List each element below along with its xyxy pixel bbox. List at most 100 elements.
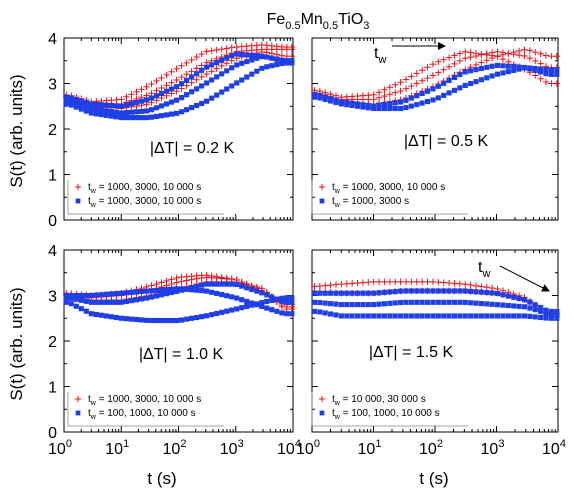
series-3 bbox=[311, 62, 560, 109]
square-marker bbox=[254, 301, 260, 307]
square-marker bbox=[494, 302, 501, 308]
square-marker bbox=[78, 106, 84, 112]
square-marker bbox=[414, 313, 420, 319]
plus-marker bbox=[521, 46, 528, 53]
square-marker bbox=[239, 51, 245, 57]
x-tick-label: 104 bbox=[542, 438, 566, 458]
square-marker bbox=[108, 113, 114, 119]
plus-marker bbox=[338, 280, 345, 288]
plus-marker bbox=[168, 79, 175, 86]
square-marker bbox=[133, 316, 140, 323]
square-marker bbox=[381, 289, 388, 295]
plus-marker bbox=[456, 50, 464, 57]
square-marker bbox=[174, 317, 180, 324]
square-marker bbox=[158, 292, 165, 298]
square-marker bbox=[179, 95, 185, 101]
square-marker bbox=[403, 105, 409, 111]
square-marker bbox=[68, 97, 74, 104]
plus-marker bbox=[173, 65, 180, 72]
square-marker bbox=[424, 288, 431, 294]
plus-marker bbox=[553, 80, 560, 87]
square-marker bbox=[424, 88, 431, 94]
plus-marker bbox=[532, 57, 539, 65]
square-marker bbox=[259, 303, 265, 310]
plus-marker bbox=[148, 80, 155, 88]
plus-marker bbox=[386, 84, 394, 91]
square-marker bbox=[311, 308, 318, 314]
plus-marker bbox=[418, 67, 426, 74]
square-marker bbox=[289, 311, 295, 317]
square-marker bbox=[113, 109, 119, 115]
square-marker bbox=[484, 75, 490, 81]
square-marker bbox=[322, 290, 328, 296]
square-marker bbox=[214, 92, 220, 98]
square-marker bbox=[113, 103, 119, 109]
square-marker bbox=[484, 313, 490, 319]
square-marker bbox=[441, 299, 447, 305]
plus-marker bbox=[228, 57, 235, 64]
square-marker bbox=[554, 315, 560, 321]
square-marker bbox=[68, 292, 74, 299]
square-marker bbox=[387, 105, 393, 112]
square-marker bbox=[224, 86, 230, 92]
plus-marker bbox=[359, 279, 367, 286]
square-marker bbox=[430, 299, 436, 305]
legend-label: tw = 1000, 3000, 10 000 s bbox=[88, 196, 201, 209]
square-marker bbox=[398, 99, 404, 105]
plus-marker bbox=[332, 281, 340, 288]
square-marker bbox=[259, 54, 265, 60]
square-marker bbox=[435, 299, 441, 305]
square-marker bbox=[387, 300, 393, 306]
plus-marker bbox=[462, 48, 469, 55]
square-marker bbox=[403, 299, 409, 305]
square-marker bbox=[505, 63, 511, 69]
square-marker bbox=[538, 66, 544, 72]
square-marker bbox=[392, 300, 398, 306]
square-marker bbox=[184, 77, 190, 83]
square-marker bbox=[392, 100, 398, 106]
square-marker bbox=[500, 302, 506, 308]
square-marker bbox=[108, 299, 114, 305]
square-marker bbox=[322, 96, 328, 103]
square-marker bbox=[349, 302, 355, 308]
square-marker bbox=[478, 289, 484, 295]
square-marker bbox=[204, 80, 210, 86]
square-marker bbox=[349, 290, 355, 296]
square-marker bbox=[234, 306, 240, 312]
square-marker bbox=[209, 77, 215, 83]
square-marker bbox=[516, 66, 522, 72]
square-marker bbox=[199, 67, 205, 73]
plus-marker bbox=[183, 277, 190, 284]
square-marker bbox=[311, 94, 318, 100]
square-marker bbox=[68, 295, 74, 301]
square-marker bbox=[158, 103, 165, 109]
series-2 bbox=[311, 288, 560, 314]
square-marker bbox=[98, 102, 104, 108]
plus-marker bbox=[138, 86, 145, 93]
square-marker bbox=[219, 292, 225, 298]
square-marker bbox=[468, 80, 474, 87]
delta-t-annotation: |ΔT| = 0.5 K bbox=[404, 133, 489, 150]
square-marker bbox=[194, 86, 200, 92]
square-marker bbox=[462, 313, 468, 319]
plus-marker bbox=[348, 280, 356, 287]
square-marker bbox=[209, 289, 215, 295]
square-marker bbox=[148, 294, 155, 300]
square-marker bbox=[279, 60, 285, 67]
series-3 bbox=[311, 299, 560, 317]
square-marker bbox=[118, 290, 124, 296]
square-marker bbox=[462, 82, 468, 89]
plus-marker bbox=[418, 278, 426, 286]
square-marker bbox=[468, 288, 474, 294]
square-marker bbox=[63, 101, 69, 107]
plus-marker bbox=[392, 81, 399, 88]
square-marker bbox=[398, 105, 404, 112]
square-marker bbox=[163, 291, 170, 297]
plus-marker bbox=[397, 79, 404, 86]
plus-marker bbox=[440, 56, 447, 63]
square-marker bbox=[168, 289, 175, 296]
square-marker bbox=[204, 288, 210, 294]
square-marker bbox=[473, 79, 479, 85]
plus-marker bbox=[467, 281, 474, 289]
square-marker bbox=[424, 313, 431, 319]
